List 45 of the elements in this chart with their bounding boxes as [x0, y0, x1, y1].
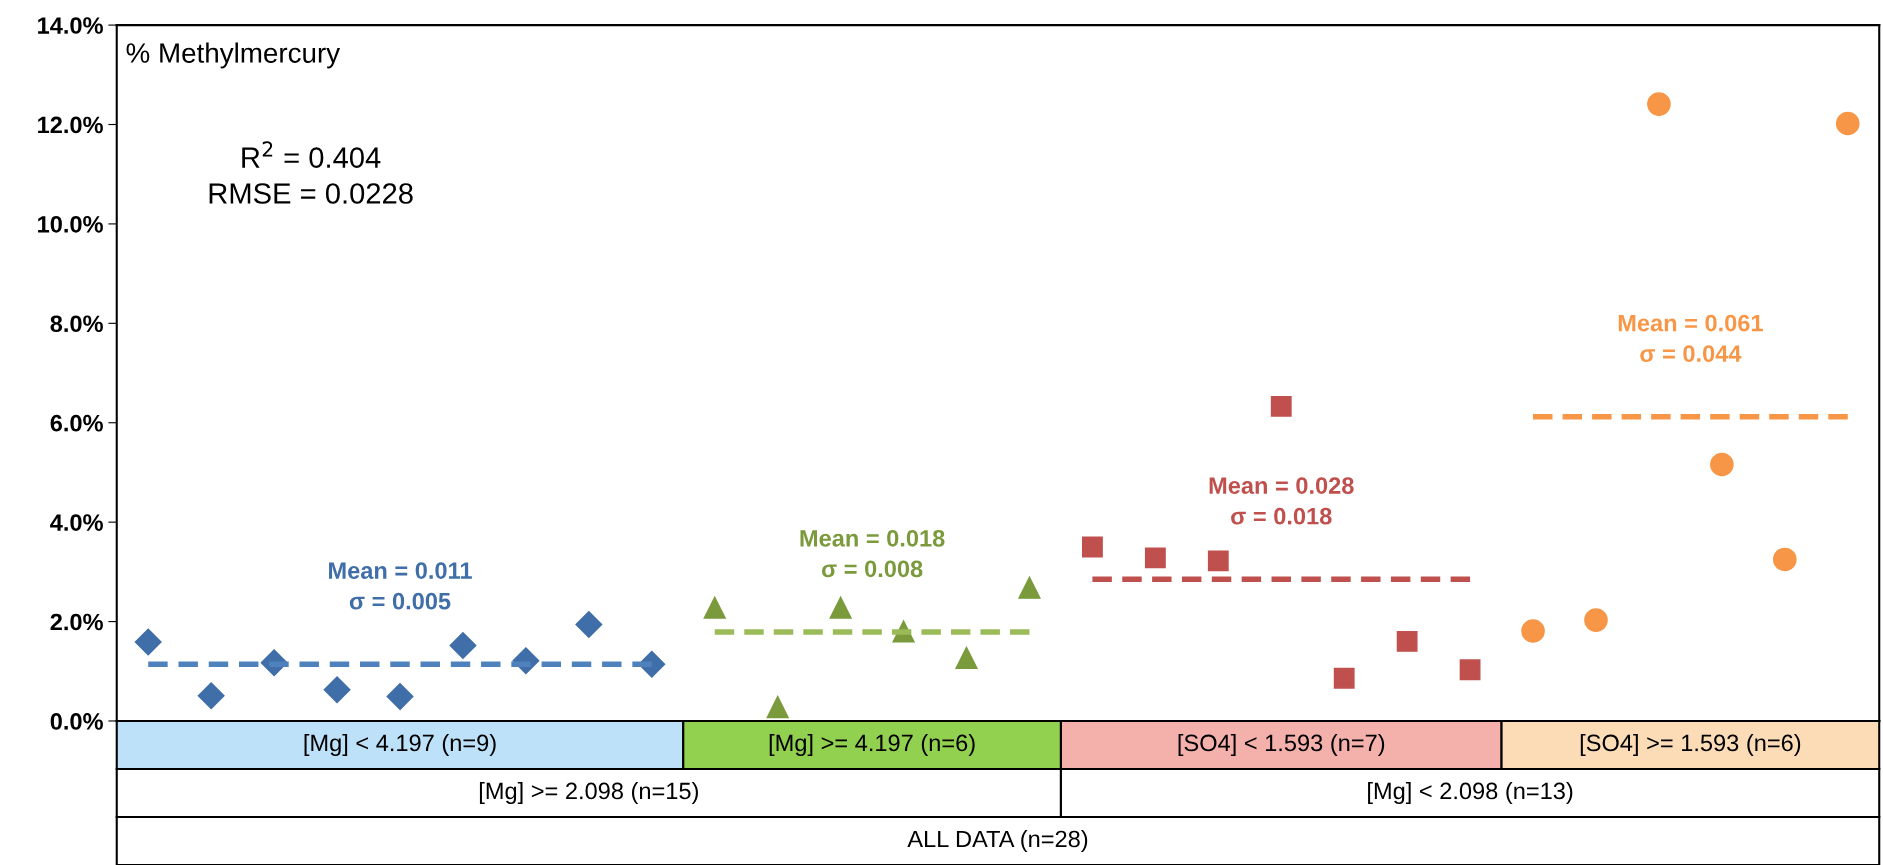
text: ALL DATA (n=28) — [907, 830, 1088, 853]
point — [449, 631, 477, 659]
text: [Mg] < 4.197 (n=9) — [304, 733, 496, 756]
y-tick-label: 8.0% — [50, 315, 103, 333]
y-tick-label: 2.0% — [50, 613, 103, 631]
point — [1584, 608, 1608, 632]
point — [1835, 111, 1860, 136]
point — [1270, 395, 1292, 417]
text: [Mg] < 2.098 (n=13) — [1368, 782, 1573, 805]
point — [766, 695, 789, 719]
annotation: R$^{2}$ = 0.404 RMSE = 0.0228 — [209, 141, 413, 204]
point — [1081, 536, 1103, 558]
y-tick-label: 14.0% — [38, 17, 103, 34]
point — [1710, 452, 1734, 477]
point — [1018, 576, 1041, 599]
annotation: Mean = 0.011 σ = 0.005 — [329, 562, 472, 610]
y-tick-label: 12.0% — [38, 116, 103, 134]
y-tick-label: 4.0% — [50, 514, 103, 531]
annotation: Mean = 0.028 σ = 0.018 — [1209, 477, 1354, 525]
point — [386, 683, 414, 711]
point — [134, 628, 162, 656]
point — [1521, 619, 1545, 643]
point — [1333, 667, 1355, 689]
text: [Mg] >= 2.098 (n=15) — [479, 782, 698, 805]
point — [323, 676, 351, 704]
text: [Mg] >= 4.197 (n=6) — [769, 733, 975, 756]
text: [SO4] >= 1.593 (n=6) — [1580, 733, 1801, 756]
point — [703, 596, 726, 619]
y-tick-label: 0.0% — [50, 713, 103, 730]
point — [955, 646, 978, 669]
annotation: Mean = 0.018 σ = 0.008 — [800, 529, 945, 578]
point — [1144, 547, 1166, 569]
point — [1647, 92, 1671, 116]
point — [1396, 631, 1418, 652]
text: % Methylmercury — [126, 42, 341, 69]
y-tick-label: 10.0% — [38, 215, 103, 233]
point — [1207, 550, 1229, 572]
point — [1459, 659, 1481, 681]
point — [197, 682, 225, 710]
annotation: Mean = 0.061 σ = 0.044 — [1618, 314, 1763, 362]
point — [829, 596, 852, 619]
point — [1773, 547, 1797, 572]
point — [575, 611, 603, 639]
y-tick-label: 6.0% — [50, 414, 103, 432]
text: [SO4] < 1.593 (n=7) — [1178, 733, 1385, 756]
